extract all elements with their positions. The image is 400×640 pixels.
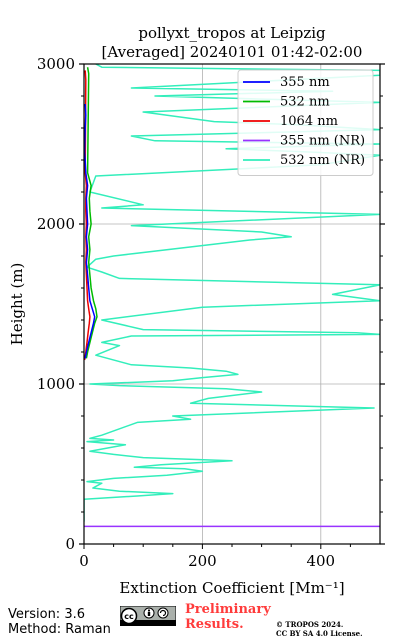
- y-tick-label: 2000: [37, 215, 75, 233]
- x-axis-label: Extinction Coefficient [Mm⁻¹]: [119, 579, 344, 597]
- preliminary-line-2: Results.: [185, 617, 244, 632]
- legend-label: 532 nm (NR): [280, 153, 365, 168]
- x-tick-label: 400: [306, 552, 335, 570]
- y-tick-label: 0: [65, 535, 75, 553]
- series-line-1064-nm: [84, 70, 91, 361]
- copyright-line-1: © TROPOS 2024.: [276, 620, 344, 629]
- cc-license-badge: cc: [119, 605, 177, 627]
- legend-box: [237, 69, 374, 176]
- x-tick-label: 0: [79, 552, 89, 570]
- legend-label: 1064 nm: [280, 114, 338, 129]
- series-line-532-nm-nr: [84, 64, 380, 522]
- y-tick-label: 3000: [37, 55, 75, 73]
- cc-icon: cc: [124, 612, 134, 621]
- chart-title: pollyxt_tropos at Leipzig: [138, 24, 326, 42]
- x-tick-label: 200: [188, 552, 217, 570]
- preliminary-notice: Preliminary Results.: [185, 602, 271, 632]
- legend-label: 355 nm (NR): [280, 134, 365, 149]
- series-line-532-nm: [85, 67, 98, 359]
- copyright-notice: © TROPOS 2024. CC BY SA 4.0 License.: [276, 620, 363, 638]
- plot-area: 0 200 400 0 1000 2000 3000 355 nm 532 nm 1064 nm 3…: [37, 55, 385, 570]
- copyright-line-2: CC BY SA 4.0 License.: [276, 629, 363, 638]
- y-tick-label: 1000: [37, 375, 75, 393]
- legend-label: 532 nm: [280, 95, 330, 110]
- y-axis-label: Height (m): [8, 263, 26, 346]
- by-icon: [143, 607, 155, 619]
- preliminary-line-1: Preliminary: [185, 602, 271, 617]
- chart-subtitle: [Averaged] 20240101 01:42-02:00: [102, 43, 363, 61]
- method-text: Method: Raman: [8, 622, 111, 637]
- legend-label: 355 nm: [280, 75, 330, 90]
- series-line-355-nm: [84, 103, 96, 359]
- version-text: Version: 3.6: [8, 607, 85, 622]
- sa-icon: [157, 607, 169, 619]
